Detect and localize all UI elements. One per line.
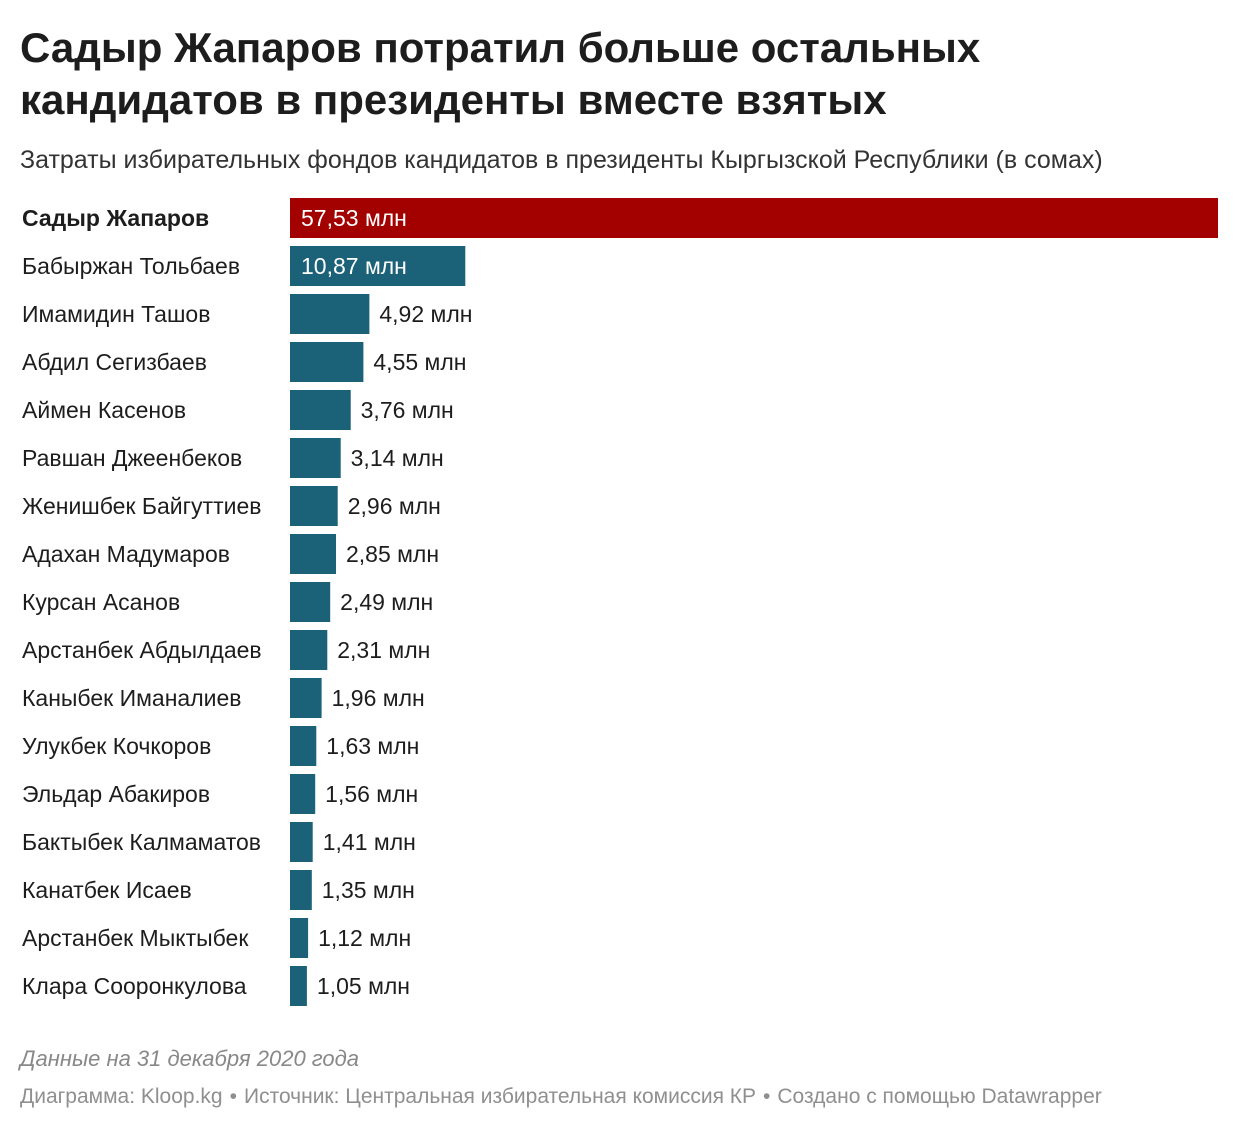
bar [290,678,322,718]
value-label: 4,92 млн [379,301,472,327]
bar-row: Арстанбек Абдылдаев 2,31 млн [22,630,430,670]
value-label: 4,55 млн [373,349,466,375]
bar [290,966,307,1006]
category-label: Клара Сооронкулова [22,973,247,999]
category-label: Садыр Жапаров [22,205,209,231]
category-label: Адахан Мадумаров [22,541,230,567]
bar-row: Арстанбек Мыктыбек 1,12 млн [22,918,411,958]
value-label: 1,12 млн [318,925,411,951]
bar [290,918,309,958]
bar-row: Эльдар Абакиров 1,56 млн [22,774,418,814]
category-label: Каныбек Иманалиев [22,685,242,711]
value-label: 1,63 млн [326,733,419,759]
value-label: 2,31 млн [337,637,430,663]
value-label: 2,85 млн [346,541,439,567]
bar [290,870,312,910]
value-label: 1,05 млн [317,973,410,999]
bar-highlighted [290,198,1218,238]
bar [290,582,331,622]
value-label: 1,35 млн [322,877,415,903]
bar-row: Клара Сооронкулова 1,05 млн [22,966,410,1006]
category-label: Равшан Джеенбеков [22,445,242,471]
bar [290,438,341,478]
category-label: Аймен Касенов [22,397,186,423]
bar-row: Каныбек Иманалиев 1,96 млн [22,678,425,718]
value-label: 2,49 млн [340,589,433,615]
bar [290,774,316,814]
category-label: Канатбек Исаев [22,877,192,903]
bar-row: Абдил Сегизбаев 4,55 млн [22,342,466,382]
value-label: 1,56 млн [325,781,418,807]
footer-credit: Диаграмма: Kloop.kg [20,1085,223,1108]
footer-source: Источник: Центральная избирательная коми… [243,1085,757,1108]
chart-title: Садыр Жапаров потратил больше остальных … [20,24,981,123]
category-label: Арстанбек Абдылдаев [22,637,262,663]
value-label: 3,76 млн [361,397,454,423]
bar-row: Садыр Жапаров 57,53 млн [22,198,1218,238]
bar [290,390,351,430]
bar-row: Адахан Мадумаров 2,85 млн [22,534,439,574]
category-label: Бактыбек Калмаматов [22,829,261,855]
bar-row: Курсан Асанов 2,49 млн [22,582,433,622]
category-label: Бабыржан Тольбаев [22,253,240,279]
bar-row: Бабыржан Тольбаев 10,87 млн [22,246,466,286]
value-label: 1,96 млн [332,685,425,711]
bar [290,294,370,334]
value-label: 1,41 млн [323,829,416,855]
bar [290,486,338,526]
data-date-note: Данные на 31 декабря 2020 года [20,1046,360,1071]
bar-row: Бактыбек Калмаматов 1,41 млн [22,822,416,862]
value-label: 2,96 млн [348,493,441,519]
category-label: Арстанбек Мыктыбек [22,925,249,951]
value-label: 57,53 млн [301,205,407,231]
chart-subtitle: Затраты избирательных фондов кандидатов … [20,146,1103,174]
category-label: Курсан Асанов [22,589,180,615]
category-label: Абдил Сегизбаев [22,349,207,375]
chart-footer: Диаграмма: Kloop.kg • Источник: Центральна… [20,1082,1102,1112]
bar-row: Канатбек Исаев 1,35 млн [22,870,415,910]
bar [290,630,328,670]
category-label: Улукбек Кочкоров [22,733,211,759]
bar-row: Улукбек Кочкоров 1,63 млн [22,726,419,766]
bar [290,822,313,862]
category-label: Имамидин Ташов [22,301,210,327]
footer-separator: • [229,1085,237,1108]
footer-made-with: Создано с помощью Datawrapper [777,1085,1102,1108]
bar [290,342,364,382]
bar-row: Равшан Джеенбеков 3,14 млн [22,438,444,478]
bar-row: Женишбек Байгуттиев 2,96 млн [22,486,441,526]
bar-row: Имамидин Ташов 4,92 млн [22,294,472,334]
footer-separator: • [763,1085,771,1108]
bar [290,726,317,766]
value-label: 10,87 млн [301,253,407,279]
bar [290,246,466,286]
bar-row: Аймен Касенов 3,76 млн [22,390,454,430]
value-label: 3,14 млн [351,445,444,471]
category-label: Эльдар Абакиров [22,781,210,807]
bar [290,534,336,574]
category-label: Женишбек Байгуттиев [22,493,261,519]
